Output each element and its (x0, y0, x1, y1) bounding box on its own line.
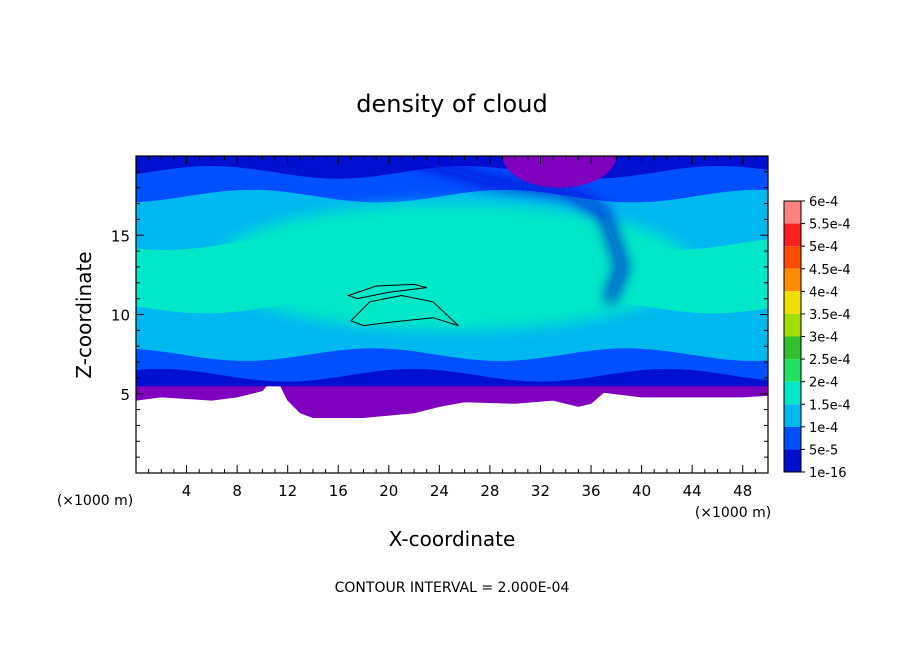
colorbar-label: 5.5e-4 (809, 218, 851, 233)
x-tick-label: 20 (379, 482, 398, 500)
density-streak (409, 156, 628, 304)
density-top-patch (502, 156, 617, 188)
x-tick-label: 16 (329, 482, 348, 500)
colorbar-label: 2e-4 (809, 376, 838, 391)
x-axis-label: X-coordinate (389, 527, 516, 551)
colorbar-label: 1e-4 (809, 421, 838, 436)
y-axis-label: Z-coordinate (72, 251, 96, 378)
chart-title: density of cloud (356, 90, 547, 118)
density-field (136, 156, 768, 418)
colorbar-label: 3.5e-4 (809, 308, 851, 323)
x-tick-label: 12 (278, 482, 297, 500)
y-tick-label: 5 (120, 386, 130, 404)
x-tick-label: 28 (480, 482, 499, 500)
colorbar-swatch (784, 449, 801, 472)
colorbar-swatch (784, 404, 801, 427)
y-tick-label: 10 (111, 307, 130, 325)
colorbar-swatch (784, 426, 801, 450)
contour-region-2 (350, 294, 459, 327)
colorbar-label: 6e-4 (809, 195, 838, 210)
colorbar-swatch (784, 223, 801, 247)
colorbar-label: 3e-4 (809, 331, 838, 346)
y-tick-label: 15 (111, 227, 130, 245)
colorbar-swatch (784, 201, 801, 224)
plot-area (136, 156, 768, 473)
x-tick-label: 48 (733, 482, 752, 500)
colorbar-label: 1e-16 (809, 466, 847, 481)
x-tick-label: 24 (430, 482, 449, 500)
colorbar-label: 1.5e-4 (809, 398, 851, 413)
density-core (211, 203, 693, 331)
colorbar-swatch (784, 246, 801, 269)
x-unit-label: (×1000 m) (695, 505, 771, 521)
x-axis: 4 8 12 16 20 24 28 32 36 40 44 48 (148, 156, 756, 500)
colorbar-label: 4e-4 (809, 285, 838, 300)
y-unit-label: (×1000 m) (57, 493, 133, 509)
colorbar-label: 2.5e-4 (809, 353, 851, 368)
colorbar-frame (783, 200, 802, 473)
contour-lines (346, 283, 459, 327)
colorbar-label: 4.5e-4 (809, 263, 851, 278)
contour-interval-note: CONTOUR INTERVAL = 2.000E-04 (335, 580, 570, 596)
contour-region-1 (346, 283, 427, 300)
x-tick-label: 44 (683, 482, 702, 500)
x-tick-label: 36 (581, 482, 600, 500)
y-axis: 5 10 15 (111, 171, 768, 458)
colorbar-swatch (784, 381, 801, 405)
colorbar-swatch (784, 268, 801, 292)
colorbar-swatch (784, 336, 801, 360)
colorbar-swatch (784, 359, 801, 382)
colorbar-swatch (784, 313, 801, 337)
colorbar-swatch (784, 291, 801, 314)
colorbar-legend: 6e-4 5.5e-4 5e-4 4.5e-4 4e-4 3.5e-4 3e-4 2.5e-4… (783, 195, 851, 481)
x-tick-label: 8 (232, 482, 242, 500)
x-tick-label: 4 (182, 482, 192, 500)
x-tick-label: 32 (531, 482, 550, 500)
x-tick-label: 40 (632, 482, 651, 500)
colorbar-label: 5e-5 (809, 443, 838, 458)
colorbar-label: 5e-4 (809, 240, 838, 255)
